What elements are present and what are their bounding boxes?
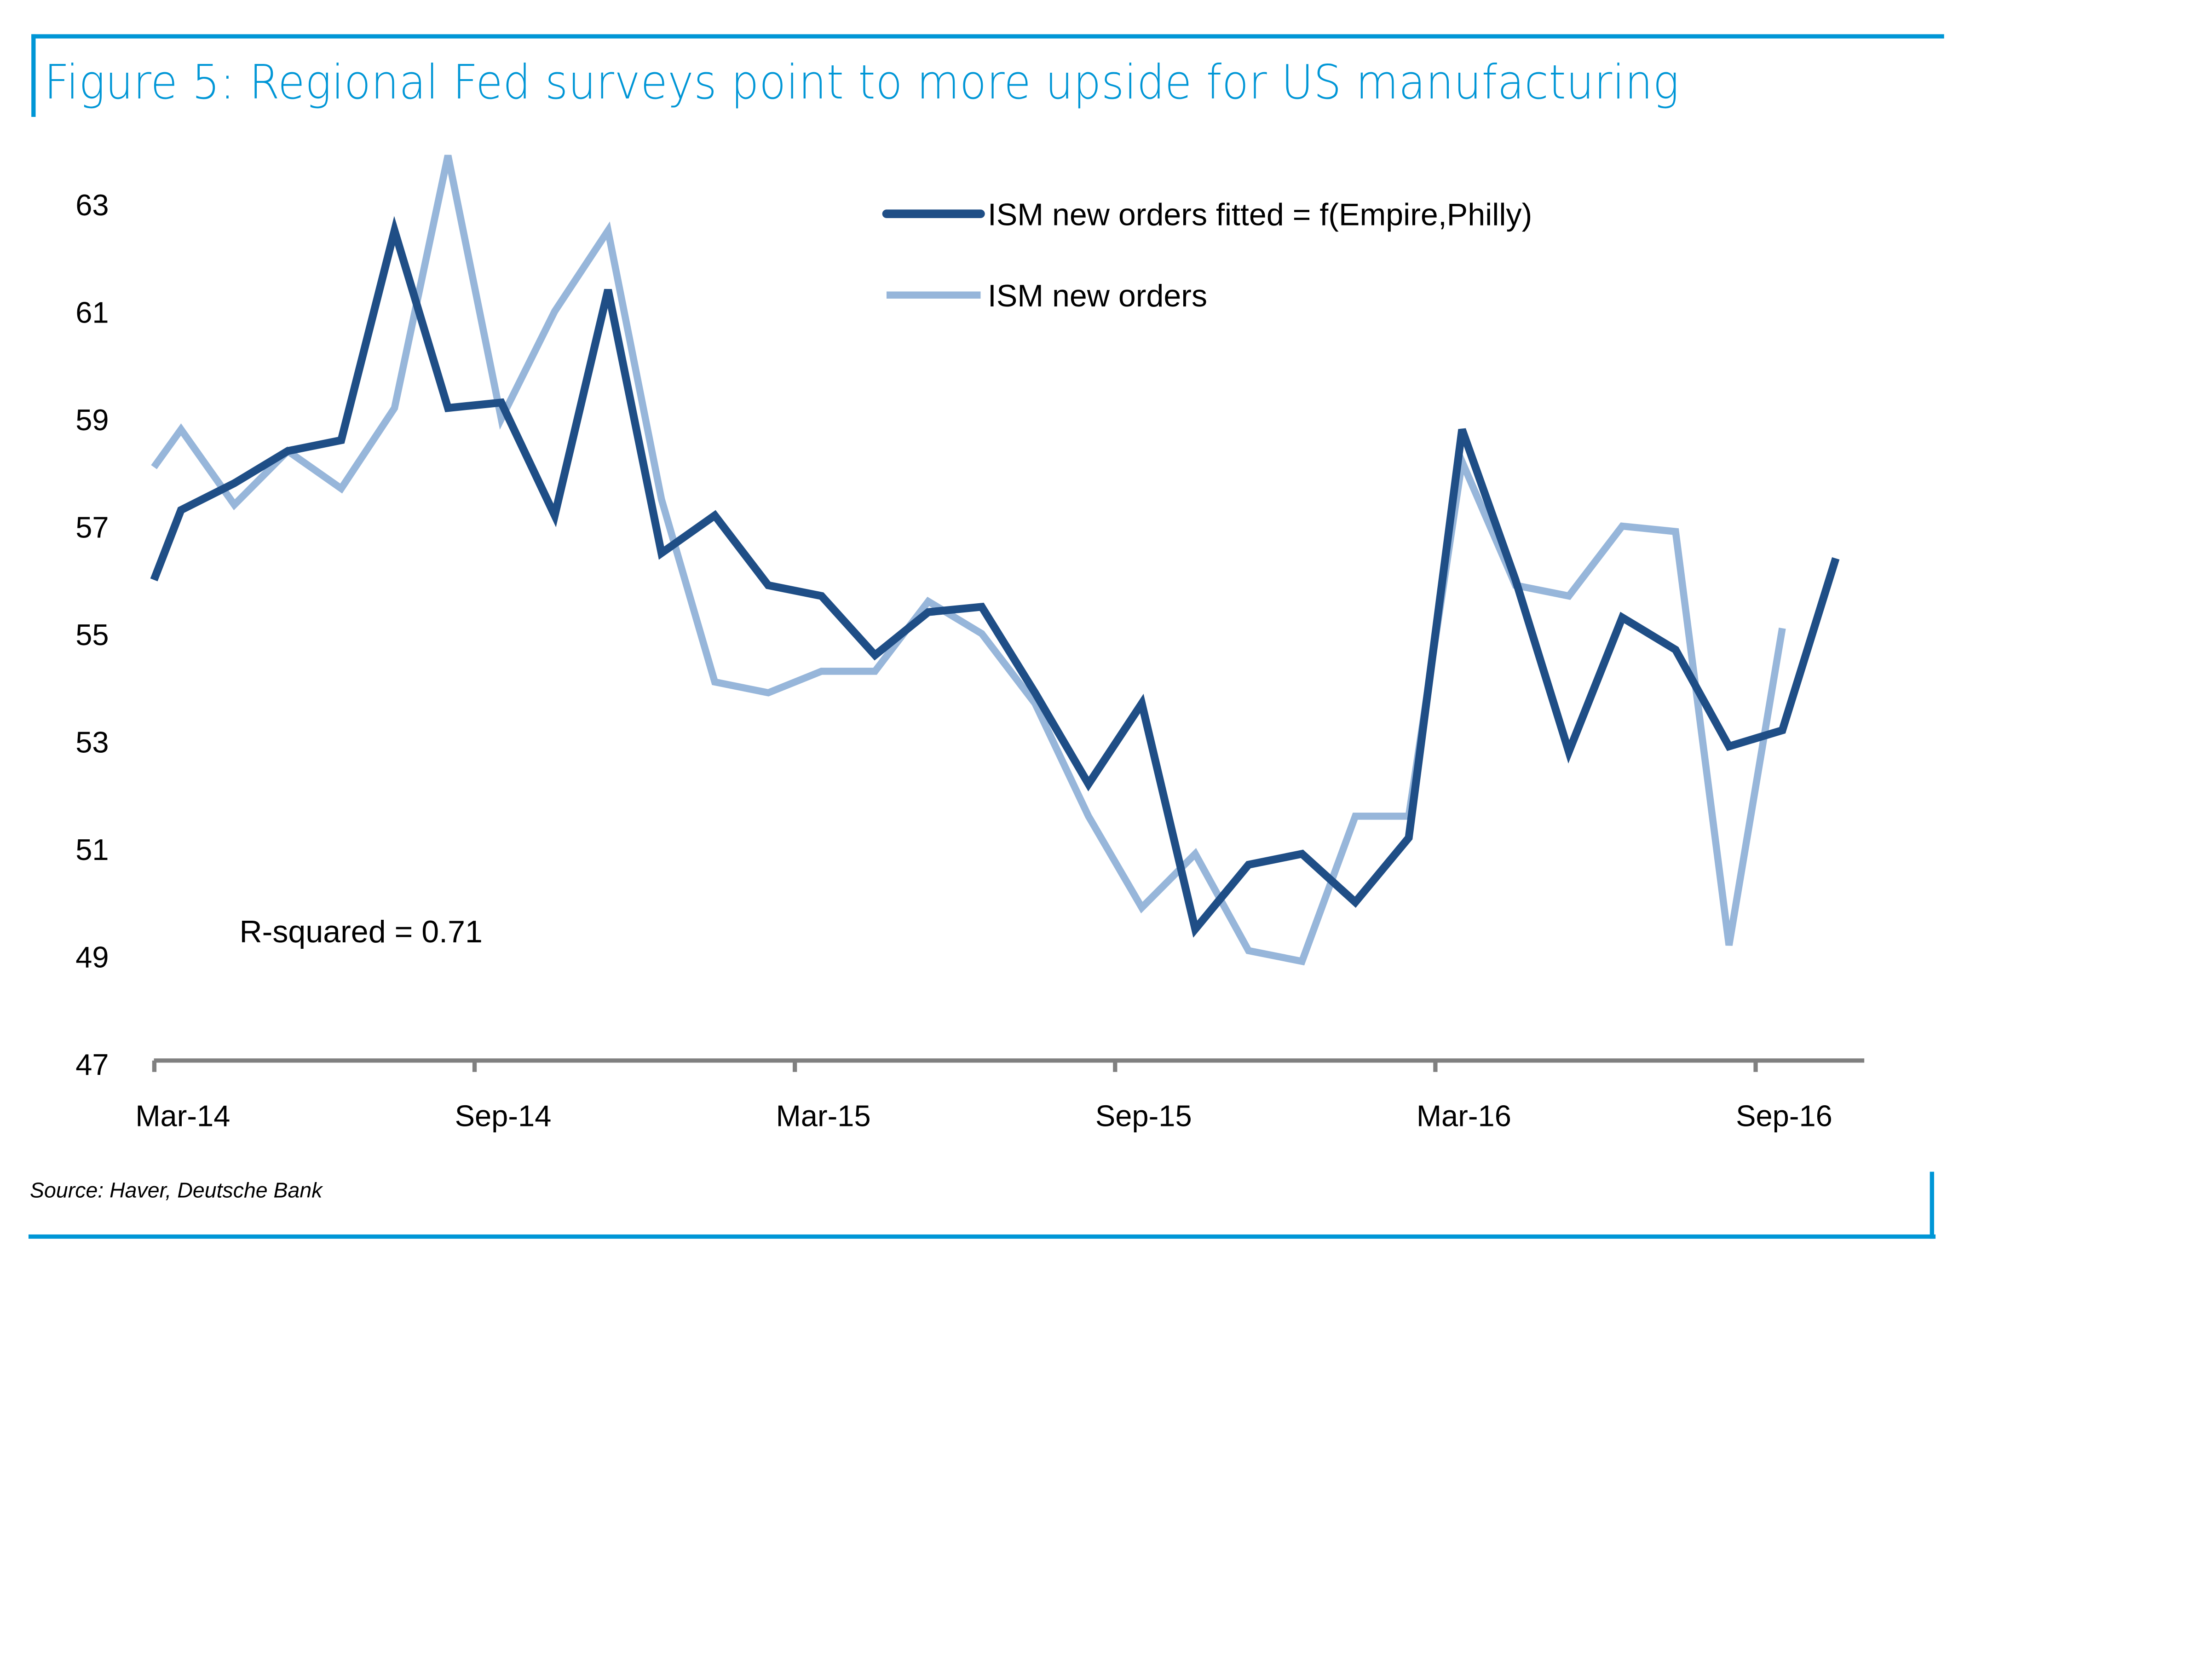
y-tick-label: 49 (75, 940, 109, 974)
y-tick-label: 59 (75, 403, 109, 437)
series-line-actual (154, 156, 1782, 961)
y-tick-label: 63 (75, 188, 109, 222)
y-tick-label: 53 (75, 725, 109, 759)
right-rule (1930, 1172, 1934, 1239)
x-tick-label: Sep-14 (455, 1099, 552, 1132)
source-note: Source: Haver, Deutsche Bank (30, 1179, 322, 1203)
x-tick-label: Sep-16 (1736, 1099, 1832, 1132)
y-axis: 47 49 51 53 55 57 59 61 63 (75, 188, 109, 1081)
legend-label-fitted: ISM new orders fitted = f(Empire,Philly) (988, 197, 1532, 232)
x-tick-label: Mar-16 (1417, 1099, 1511, 1132)
y-tick-label: 47 (75, 1048, 109, 1081)
x-tick-label: Sep-15 (1095, 1099, 1192, 1132)
x-tick-label: Mar-14 (135, 1099, 230, 1132)
y-tick-label: 55 (75, 618, 109, 652)
x-axis: Mar-14 Sep-14 Mar-15 Sep-15 Mar-16 Sep-16 (135, 1061, 1864, 1133)
plot-area (154, 156, 1836, 961)
x-tick-label: Mar-15 (776, 1099, 871, 1132)
y-tick-label: 61 (75, 295, 109, 329)
legend-label-actual: ISM new orders (988, 278, 1207, 313)
r-squared-annotation: R-squared = 0.71 (239, 914, 482, 949)
legend: ISM new orders fitted = f(Empire,Philly)… (887, 197, 1532, 313)
bottom-rule (29, 1235, 1936, 1239)
y-tick-label: 57 (75, 510, 109, 544)
y-tick-label: 51 (75, 833, 109, 866)
